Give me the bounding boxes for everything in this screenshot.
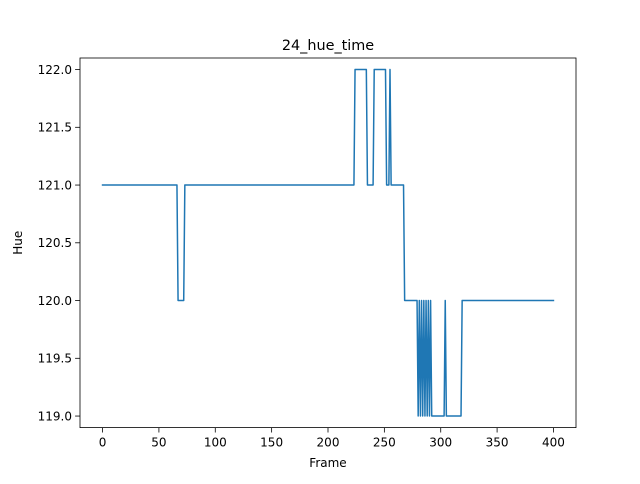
x-axis-label: Frame: [309, 456, 346, 470]
chart-title: 24_hue_time: [282, 38, 374, 54]
x-tick-label: 400: [542, 436, 565, 450]
x-axis: 0 50 100 150 200 250 300 350 400: [99, 427, 565, 450]
x-tick-label: 250: [373, 436, 396, 450]
plot-area: [101, 68, 555, 417]
y-tick-label: 121.5: [38, 121, 72, 135]
x-tick-label: 50: [151, 436, 166, 450]
y-tick-label: 119.0: [38, 409, 72, 423]
x-tick-label: 150: [260, 436, 283, 450]
x-tick-label: 0: [99, 436, 107, 450]
y-tick-label: 120.5: [38, 236, 72, 250]
x-tick-label: 100: [204, 436, 227, 450]
x-tick-label: 200: [317, 436, 340, 450]
series-line-0: [101, 68, 555, 417]
y-tick-label: 119.5: [38, 352, 72, 366]
x-tick-label: 300: [429, 436, 452, 450]
y-tick-label: 121.0: [38, 178, 72, 192]
y-axis: 119.0 119.5 120.0 120.5 121.0 121.5 122.0: [38, 63, 80, 423]
y-axis-label: Hue: [11, 231, 25, 255]
y-tick-label: 122.0: [38, 63, 72, 77]
y-tick-label: 120.0: [38, 294, 72, 308]
x-tick-label: 350: [486, 436, 509, 450]
